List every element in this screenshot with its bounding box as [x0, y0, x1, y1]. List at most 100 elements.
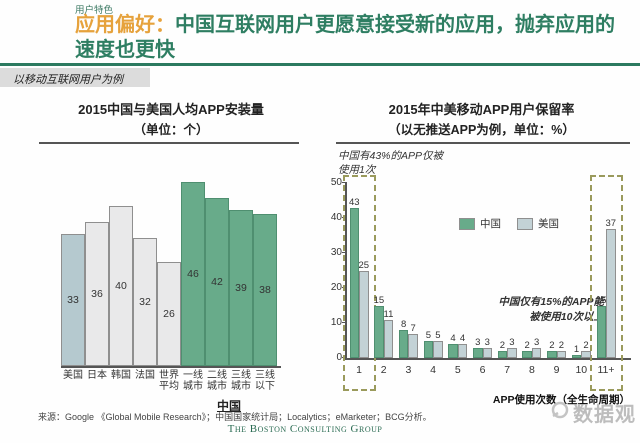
bcg-brand: The Boston Consulting Group — [227, 423, 383, 435]
bar-美国-2: 11 — [384, 309, 393, 358]
left-chart-plot: 33 36 40 32 26 46 42 39 38 — [61, 180, 281, 368]
legend-swatch — [459, 217, 475, 230]
left-chart-title-rule — [39, 142, 299, 144]
y-tick-label: 40 — [330, 212, 342, 223]
bar-value: 36 — [91, 288, 103, 300]
bar-group-2: 15 11 2 — [374, 295, 394, 377]
bar-value: 3 — [484, 336, 490, 348]
bar-美国-3: 7 — [408, 323, 418, 358]
x-tick-label: 10 — [575, 364, 588, 376]
chart-legend: 中国 美国 — [459, 216, 559, 231]
x-tick-label: 9 — [553, 364, 560, 376]
legend-item-中国: 中国 — [459, 216, 501, 231]
y-tick-mark — [342, 356, 347, 358]
annotation-one-use: 中国有43%的APP仅被 使用1次 — [338, 150, 444, 176]
y-tick-label: 30 — [330, 247, 342, 258]
bar-group-11+: 15 37 11+ — [596, 218, 616, 377]
y-tick-label: 50 — [330, 177, 342, 188]
watermark-logo-icon — [550, 400, 570, 425]
bar-美国-7: 3 — [507, 337, 517, 358]
bar-法国: 32 — [133, 238, 157, 366]
y-tick-mark — [342, 321, 347, 323]
x-tick-label: 二线城市 — [207, 370, 227, 392]
bar-中国-11+: 15 — [596, 295, 607, 358]
china-group-label: 中国 — [216, 399, 241, 413]
legend-label: 美国 — [538, 218, 559, 230]
bar-value: 15 — [373, 294, 385, 306]
bar-中国-3: 8 — [398, 319, 409, 358]
x-tick-label: 4 — [430, 364, 437, 376]
highlight-box-11+ — [589, 175, 623, 391]
bar-三线以下: 38 — [253, 214, 277, 366]
x-tick-label: 韩国 — [111, 370, 131, 381]
bar-日本: 36 — [85, 222, 109, 366]
bar-value: 2 — [549, 340, 555, 351]
bar-一线城市: 46 — [181, 182, 205, 366]
page-title-highlight: 应用偏好： — [75, 14, 175, 36]
bar-value: 2 — [583, 340, 589, 351]
bar-美国-4: 5 — [433, 330, 443, 358]
right-chart-x-axis-title: APP使用次数（全生命周期） — [492, 394, 630, 406]
bar-value: 11 — [383, 308, 394, 320]
legend-swatch — [517, 217, 533, 230]
y-tick-mark — [342, 286, 347, 288]
x-tick-label: 1 — [356, 364, 362, 376]
scope-tag: 以移动互联网用户为例 — [0, 68, 150, 87]
legend-item-美国: 美国 — [517, 216, 559, 231]
y-tick-mark — [342, 216, 347, 218]
bar-value: 26 — [163, 308, 175, 320]
highlight-box-1 — [342, 175, 376, 391]
x-tick-label: 世界平均 — [159, 370, 179, 392]
bar-美国-8: 3 — [531, 337, 542, 358]
bar-value: 33 — [67, 294, 79, 306]
bar-美国-10: 2 — [581, 340, 591, 358]
bar-中国-10: 1 — [571, 344, 582, 358]
y-tick-mark — [342, 251, 347, 253]
bar-value: 46 — [187, 268, 199, 280]
left-chart-x-axis: 美国 日本 韩国 法国 世界平均 一线城市 二线城市 三线城市 三线以下 — [61, 370, 281, 392]
bar-value: 3 — [509, 336, 515, 348]
annotation-ten-plus: 中国仅有15%的APP能 被使用10次以上 — [498, 296, 604, 323]
bar-value: 4 — [459, 333, 466, 344]
bar-中国-9: 2 — [547, 340, 557, 358]
watermark-text: 数据观 — [573, 404, 636, 426]
legend-label: 中国 — [480, 218, 501, 230]
bar-value: 2 — [524, 340, 530, 351]
header-divider — [0, 63, 640, 66]
bar-三线城市: 39 — [229, 210, 253, 366]
bar-中国-4: 5 — [423, 330, 434, 358]
bar-美国-9: 2 — [556, 340, 567, 358]
bar-value: 39 — [235, 282, 247, 294]
bar-value: 25 — [358, 259, 370, 271]
bar-value: 5 — [435, 329, 441, 341]
bar-美国: 33 — [61, 234, 85, 366]
bar-韩国: 40 — [109, 206, 133, 366]
bar-value: 7 — [410, 322, 416, 334]
eyebrow-label: 用户特色 — [75, 5, 114, 16]
bar-二线城市: 42 — [205, 198, 229, 366]
bar-value: 43 — [348, 196, 360, 208]
bar-value: 5 — [425, 329, 431, 341]
bar-value: 4 — [450, 333, 456, 344]
bar-美国-11+: 37 — [605, 218, 616, 358]
right-chart-title-rule — [336, 142, 630, 144]
bar-value: 3 — [533, 336, 540, 348]
bar-value: 2 — [558, 340, 564, 351]
x-tick-label: 11+ — [597, 364, 615, 376]
bar-value: 8 — [400, 319, 407, 330]
bar-value: 40 — [115, 280, 127, 292]
bar-value: 1 — [573, 343, 580, 355]
watermark: 数据观 — [550, 398, 636, 427]
bar-中国-8: 2 — [522, 340, 532, 358]
x-tick-label: 3 — [405, 364, 412, 376]
x-tick-label: 6 — [479, 364, 486, 376]
x-tick-label: 一线城市 — [183, 370, 203, 392]
left-chart-title: 2015中国与美国人均APP安装量 — [78, 102, 264, 117]
right-chart-subtitle: （以无推送APP为例，单位：%） — [388, 123, 575, 137]
